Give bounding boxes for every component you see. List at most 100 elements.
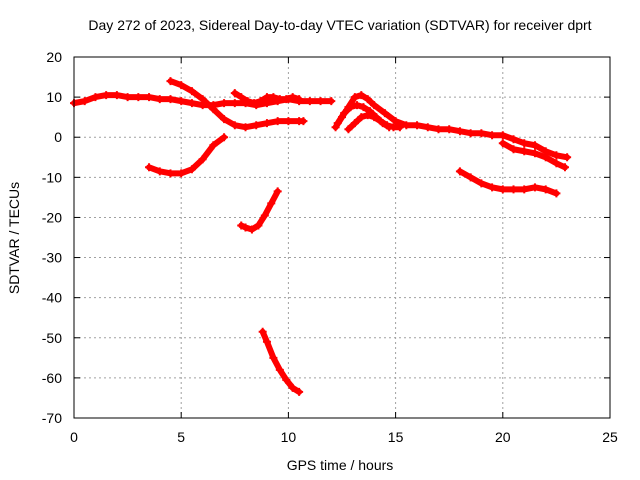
- data-point: [102, 91, 111, 100]
- data-point: [563, 153, 572, 162]
- data-point: [530, 141, 539, 150]
- data-point: [346, 103, 355, 112]
- series-band: [238, 188, 281, 233]
- data-point: [243, 97, 252, 106]
- data-point: [498, 185, 507, 194]
- data-point: [477, 179, 486, 188]
- data-point: [295, 95, 304, 104]
- data-point: [363, 95, 372, 104]
- data-point: [383, 121, 392, 130]
- data-point: [230, 89, 239, 98]
- data-point: [423, 123, 432, 132]
- series-arc-2: [166, 77, 308, 132]
- data-point: [80, 97, 89, 106]
- series-band: [456, 168, 560, 197]
- data-point: [252, 121, 261, 130]
- data-point: [363, 111, 372, 120]
- data-point: [187, 99, 196, 108]
- data-point: [466, 129, 475, 138]
- data-point: [316, 97, 325, 106]
- data-point: [434, 125, 443, 134]
- data-point: [541, 153, 550, 162]
- data-point: [241, 123, 250, 132]
- data-point: [282, 375, 291, 384]
- data-point: [488, 131, 497, 140]
- data-point: [230, 99, 239, 108]
- x-axis-label: GPS time / hours: [287, 457, 394, 473]
- data-point: [166, 169, 175, 178]
- x-ticks: 0 5 10 15 20 25: [70, 57, 618, 445]
- data-point: [282, 95, 291, 104]
- data-point: [509, 145, 518, 154]
- data-point: [477, 129, 486, 138]
- data-point: [177, 97, 186, 106]
- x-tick-label: 5: [177, 429, 185, 445]
- data-point: [552, 151, 561, 160]
- data-point: [258, 327, 267, 336]
- data-point: [520, 147, 529, 156]
- data-point: [299, 117, 308, 126]
- y-tick-label: -60: [42, 370, 62, 386]
- data-point: [247, 225, 256, 234]
- data-point: [509, 135, 518, 144]
- x-tick-label: 0: [70, 429, 78, 445]
- y-tick-label: -70: [42, 410, 62, 426]
- data-point: [284, 117, 293, 126]
- data-point: [455, 127, 464, 136]
- data-point: [340, 109, 349, 118]
- series-arc-4: [145, 133, 229, 178]
- data-point: [123, 93, 132, 102]
- y-tick-label: -20: [42, 209, 62, 225]
- grid: [74, 57, 610, 418]
- data-point: [380, 109, 389, 118]
- data-point: [262, 119, 271, 128]
- data-point: [145, 93, 154, 102]
- data-point: [187, 165, 196, 174]
- data-point: [560, 163, 569, 172]
- data-point: [134, 93, 143, 102]
- data-point: [166, 95, 175, 104]
- data-point: [541, 185, 550, 194]
- data-point: [209, 141, 218, 150]
- data-point: [256, 97, 265, 106]
- data-point: [530, 149, 539, 158]
- y-tick-label: -40: [42, 290, 62, 306]
- data-point: [250, 99, 259, 108]
- plot-frame: [73, 56, 611, 419]
- data-point: [209, 105, 218, 114]
- data-point: [91, 93, 100, 102]
- data-point: [333, 119, 342, 128]
- data-point: [530, 183, 539, 192]
- series-arc-10: [498, 139, 569, 172]
- data-point: [391, 117, 400, 126]
- data-point: [498, 139, 507, 148]
- data-point: [269, 93, 278, 102]
- data-point: [112, 91, 121, 100]
- data-point: [498, 131, 507, 140]
- data-point: [220, 115, 229, 124]
- data-point: [520, 185, 529, 194]
- data-point: [166, 77, 175, 86]
- data-point: [370, 113, 379, 122]
- data-point: [275, 365, 284, 374]
- data-point: [445, 125, 454, 134]
- data-point: [254, 221, 263, 230]
- data-point: [187, 87, 196, 96]
- data-point: [305, 97, 314, 106]
- y-tick-label: -10: [42, 169, 62, 185]
- data-point: [237, 93, 246, 102]
- data-point: [177, 169, 186, 178]
- data-point: [455, 167, 464, 176]
- series-layer: [70, 77, 572, 396]
- plot-area: [70, 77, 572, 396]
- data-point: [198, 95, 207, 104]
- y-axis-label: SDTVAR / TECUs: [6, 182, 22, 294]
- data-point: [260, 211, 269, 220]
- data-point: [220, 99, 229, 108]
- series-band: [259, 328, 303, 395]
- data-point: [155, 167, 164, 176]
- data-point: [520, 139, 529, 148]
- series-arc-6: [258, 327, 304, 396]
- data-point: [237, 221, 246, 230]
